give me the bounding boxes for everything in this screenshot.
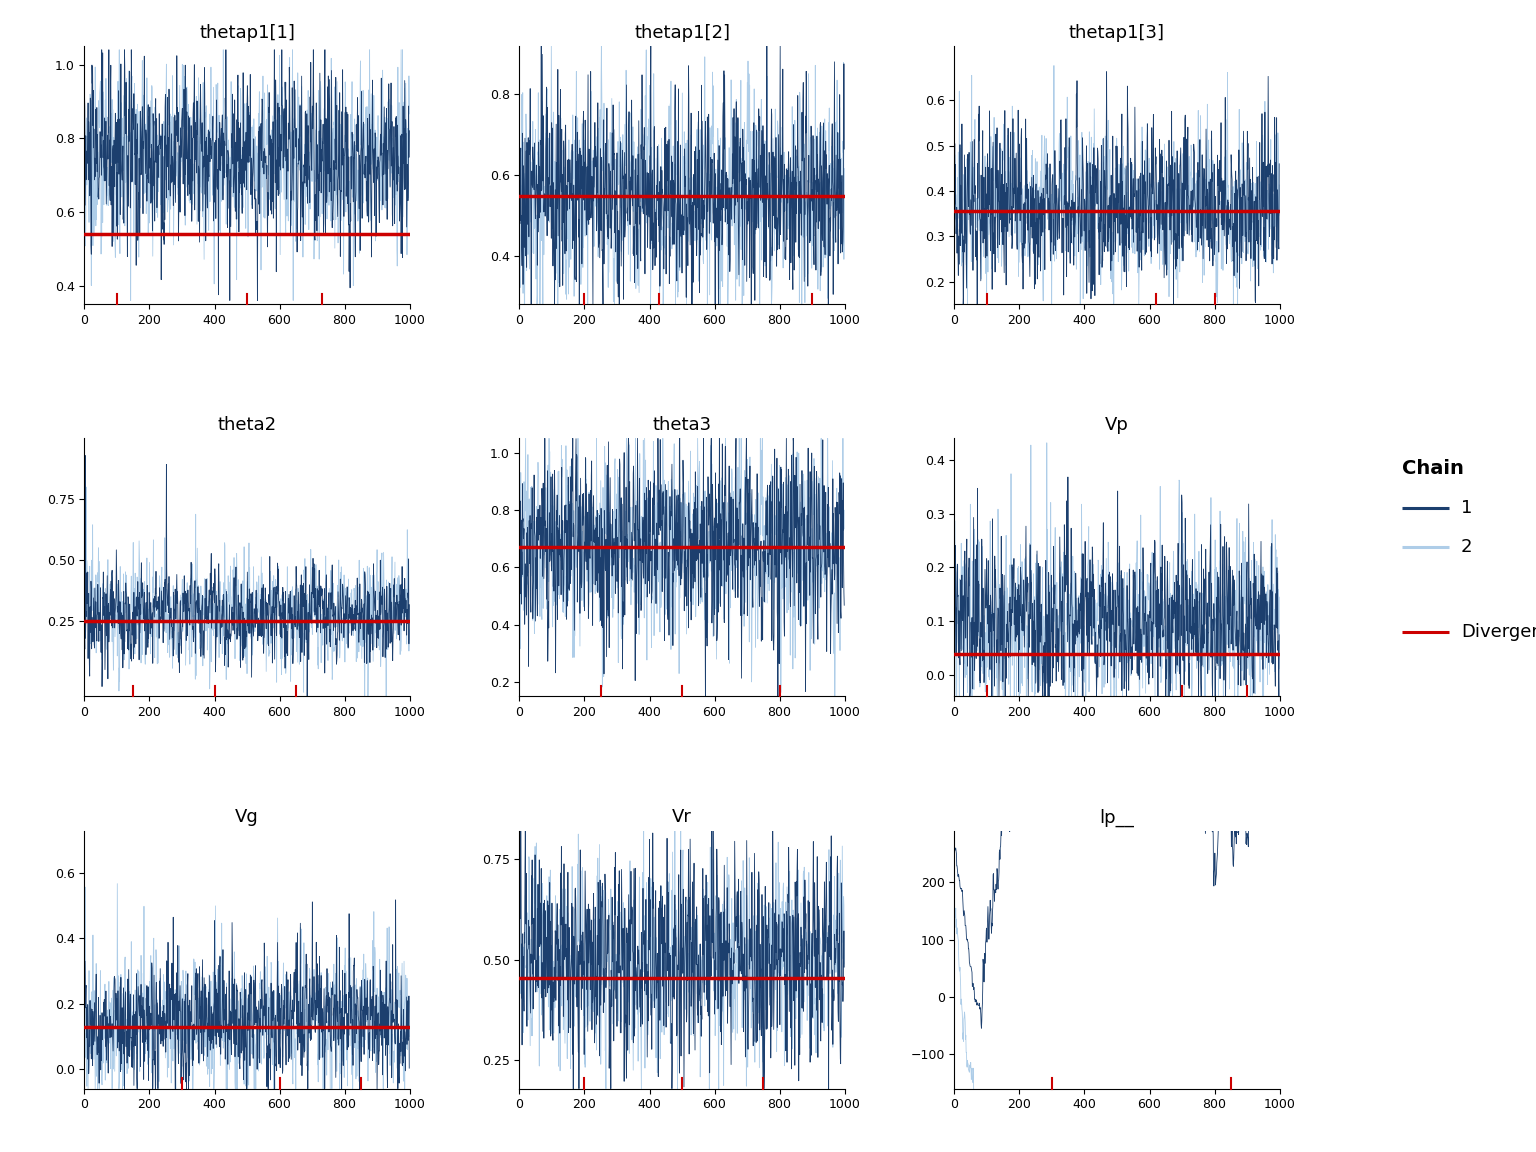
Text: 2: 2 [1461,538,1473,555]
Title: theta3: theta3 [653,416,711,434]
Title: thetap1[1]: thetap1[1] [200,24,295,41]
Title: lp__: lp__ [1100,809,1135,826]
Title: Vg: Vg [235,809,260,826]
Title: Vp: Vp [1104,416,1129,434]
Title: thetap1[3]: thetap1[3] [1069,24,1164,41]
Text: 1: 1 [1461,499,1473,517]
Text: Chain: Chain [1402,458,1464,478]
Text: Divergence: Divergence [1461,623,1536,641]
Title: thetap1[2]: thetap1[2] [634,24,730,41]
Title: theta2: theta2 [218,416,276,434]
Title: Vr: Vr [673,809,691,826]
